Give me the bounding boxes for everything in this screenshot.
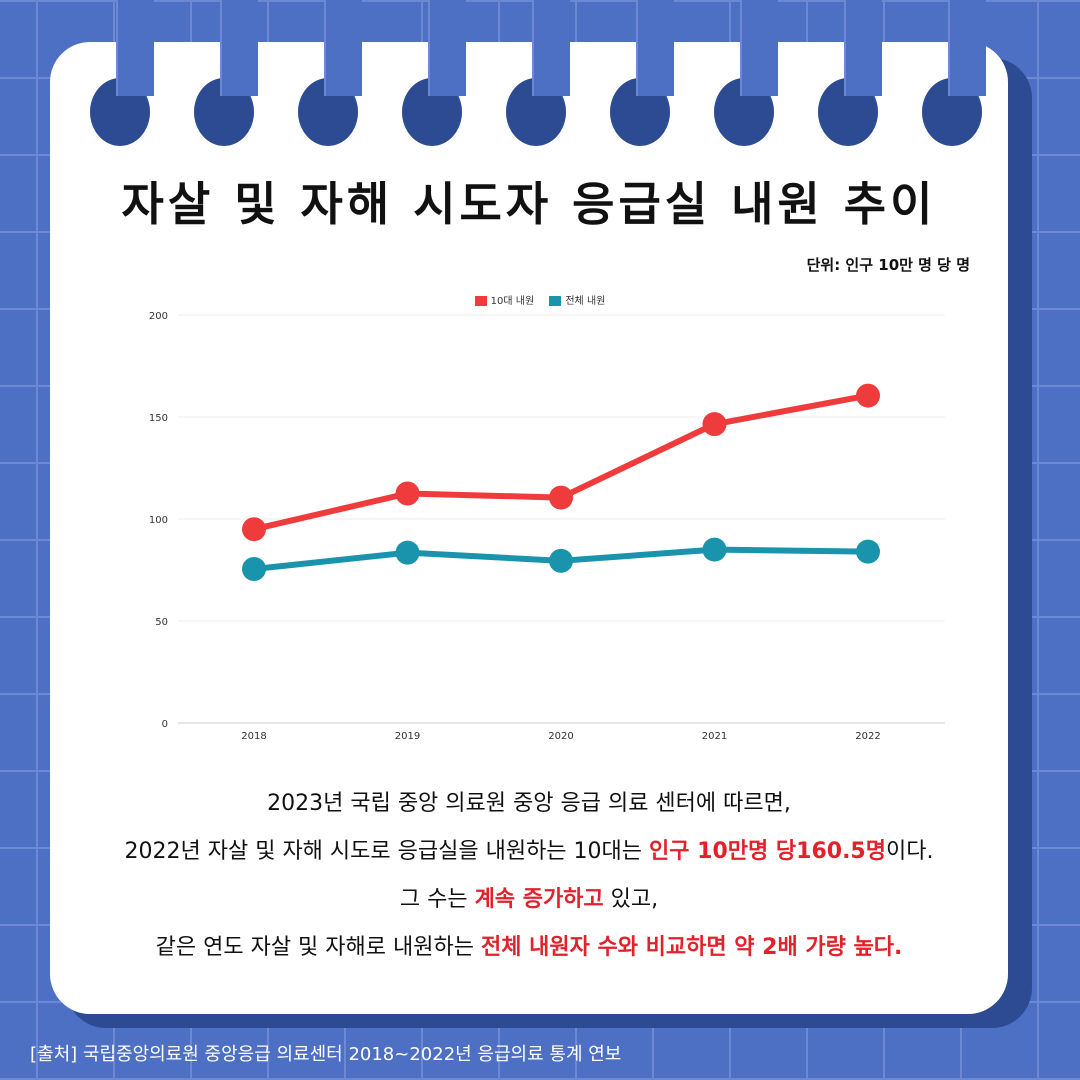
- legend-swatch-teen: [474, 296, 487, 306]
- description-text: 2023년 국립 중앙 의료원 중앙 응급 의료 센터에 따르면, 2022년 …: [50, 780, 1008, 972]
- data-point-1: [549, 548, 573, 573]
- ring-tab: [220, 0, 258, 96]
- description-line-1: 2023년 국립 중앙 의료원 중앙 응급 의료 센터에 따르면,: [50, 780, 1008, 828]
- ring-tab: [116, 0, 154, 96]
- y-tick-label: 50: [155, 617, 168, 628]
- x-tick-label: 2018: [241, 731, 266, 742]
- description-line-4-a: 같은 연도 자살 및 자해로 내원하는: [155, 935, 481, 960]
- description-line-1-text: 2023년 국립 중앙 의료원 중앙 응급 의료 센터에 따르면,: [267, 791, 791, 816]
- ring-tab: [532, 0, 570, 96]
- data-point-1: [856, 539, 880, 564]
- data-point-0: [549, 485, 573, 510]
- y-tick-label: 100: [149, 515, 168, 526]
- unit-label: 단위: 인구 10만 명 당 명: [806, 256, 970, 274]
- ring-tab: [428, 0, 466, 96]
- ring-tab: [948, 0, 986, 96]
- x-tick-label: 2021: [702, 731, 727, 742]
- ring-tab: [324, 0, 362, 96]
- description-line-2: 2022년 자살 및 자해 시도로 응급실을 내원하는 10대는 인구 10만명…: [50, 828, 1008, 876]
- description-line-3-highlight: 계속 증가하고: [474, 887, 604, 912]
- data-point-0: [242, 517, 266, 542]
- notepad-card: [50, 42, 1008, 1014]
- y-tick-label: 150: [149, 413, 168, 424]
- legend-label-teen: 10대 내원: [490, 296, 535, 307]
- ring-tab: [844, 0, 882, 96]
- line-chart: 0 50 100 150 200 2018 2019 2020 2021 2022: [149, 311, 945, 742]
- data-point-0: [395, 481, 420, 506]
- legend-item-teen: 10대 내원: [474, 292, 535, 307]
- legend-swatch-total: [549, 296, 562, 306]
- x-tick-label: 2020: [548, 731, 573, 742]
- legend-label-total: 전체 내원: [565, 296, 606, 307]
- ring-tab: [740, 0, 778, 96]
- legend-item-total: 전체 내원: [549, 292, 605, 307]
- data-point-1: [702, 537, 727, 562]
- source-citation: [출처] 국립중앙의료원 중앙응급 의료센터 2018~2022년 응급의료 통…: [30, 1044, 622, 1065]
- description-line-2-highlight: 인구 10만명 당160.5명: [649, 839, 886, 864]
- description-line-3-b: 있고,: [603, 887, 659, 912]
- data-point-0: [856, 383, 880, 408]
- description-line-3-a: 그 수는: [399, 887, 475, 912]
- description-line-3: 그 수는 계속 증가하고 있고,: [50, 876, 1008, 924]
- description-line-2-b: 이다.: [885, 839, 934, 864]
- description-line-2-a: 2022년 자살 및 자해 시도로 응급실을 내원하는 10대는: [124, 839, 650, 864]
- y-tick-label: 200: [149, 311, 168, 322]
- description-line-4-highlight: 전체 내원자 수와 비교하면 약 2배 가량 높다.: [480, 935, 903, 960]
- data-point-1: [395, 540, 420, 565]
- x-tick-label: 2022: [855, 731, 880, 742]
- chart-title: 자살 및 자해 시도자 응급실 내원 추이: [121, 177, 937, 231]
- y-tick-label: 0: [162, 719, 168, 730]
- description-line-4: 같은 연도 자살 및 자해로 내원하는 전체 내원자 수와 비교하면 약 2배 …: [50, 924, 1008, 972]
- data-point-0: [702, 412, 727, 437]
- chart-legend: 10대 내원 전체 내원: [0, 292, 1080, 307]
- ring-tab: [636, 0, 674, 96]
- data-point-1: [242, 556, 266, 581]
- x-tick-label: 2019: [395, 731, 420, 742]
